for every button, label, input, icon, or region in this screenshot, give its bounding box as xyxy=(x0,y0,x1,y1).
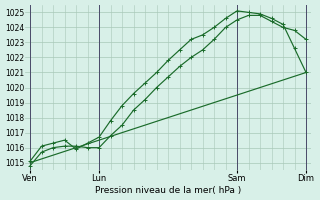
X-axis label: Pression niveau de la mer( hPa ): Pression niveau de la mer( hPa ) xyxy=(95,186,241,195)
